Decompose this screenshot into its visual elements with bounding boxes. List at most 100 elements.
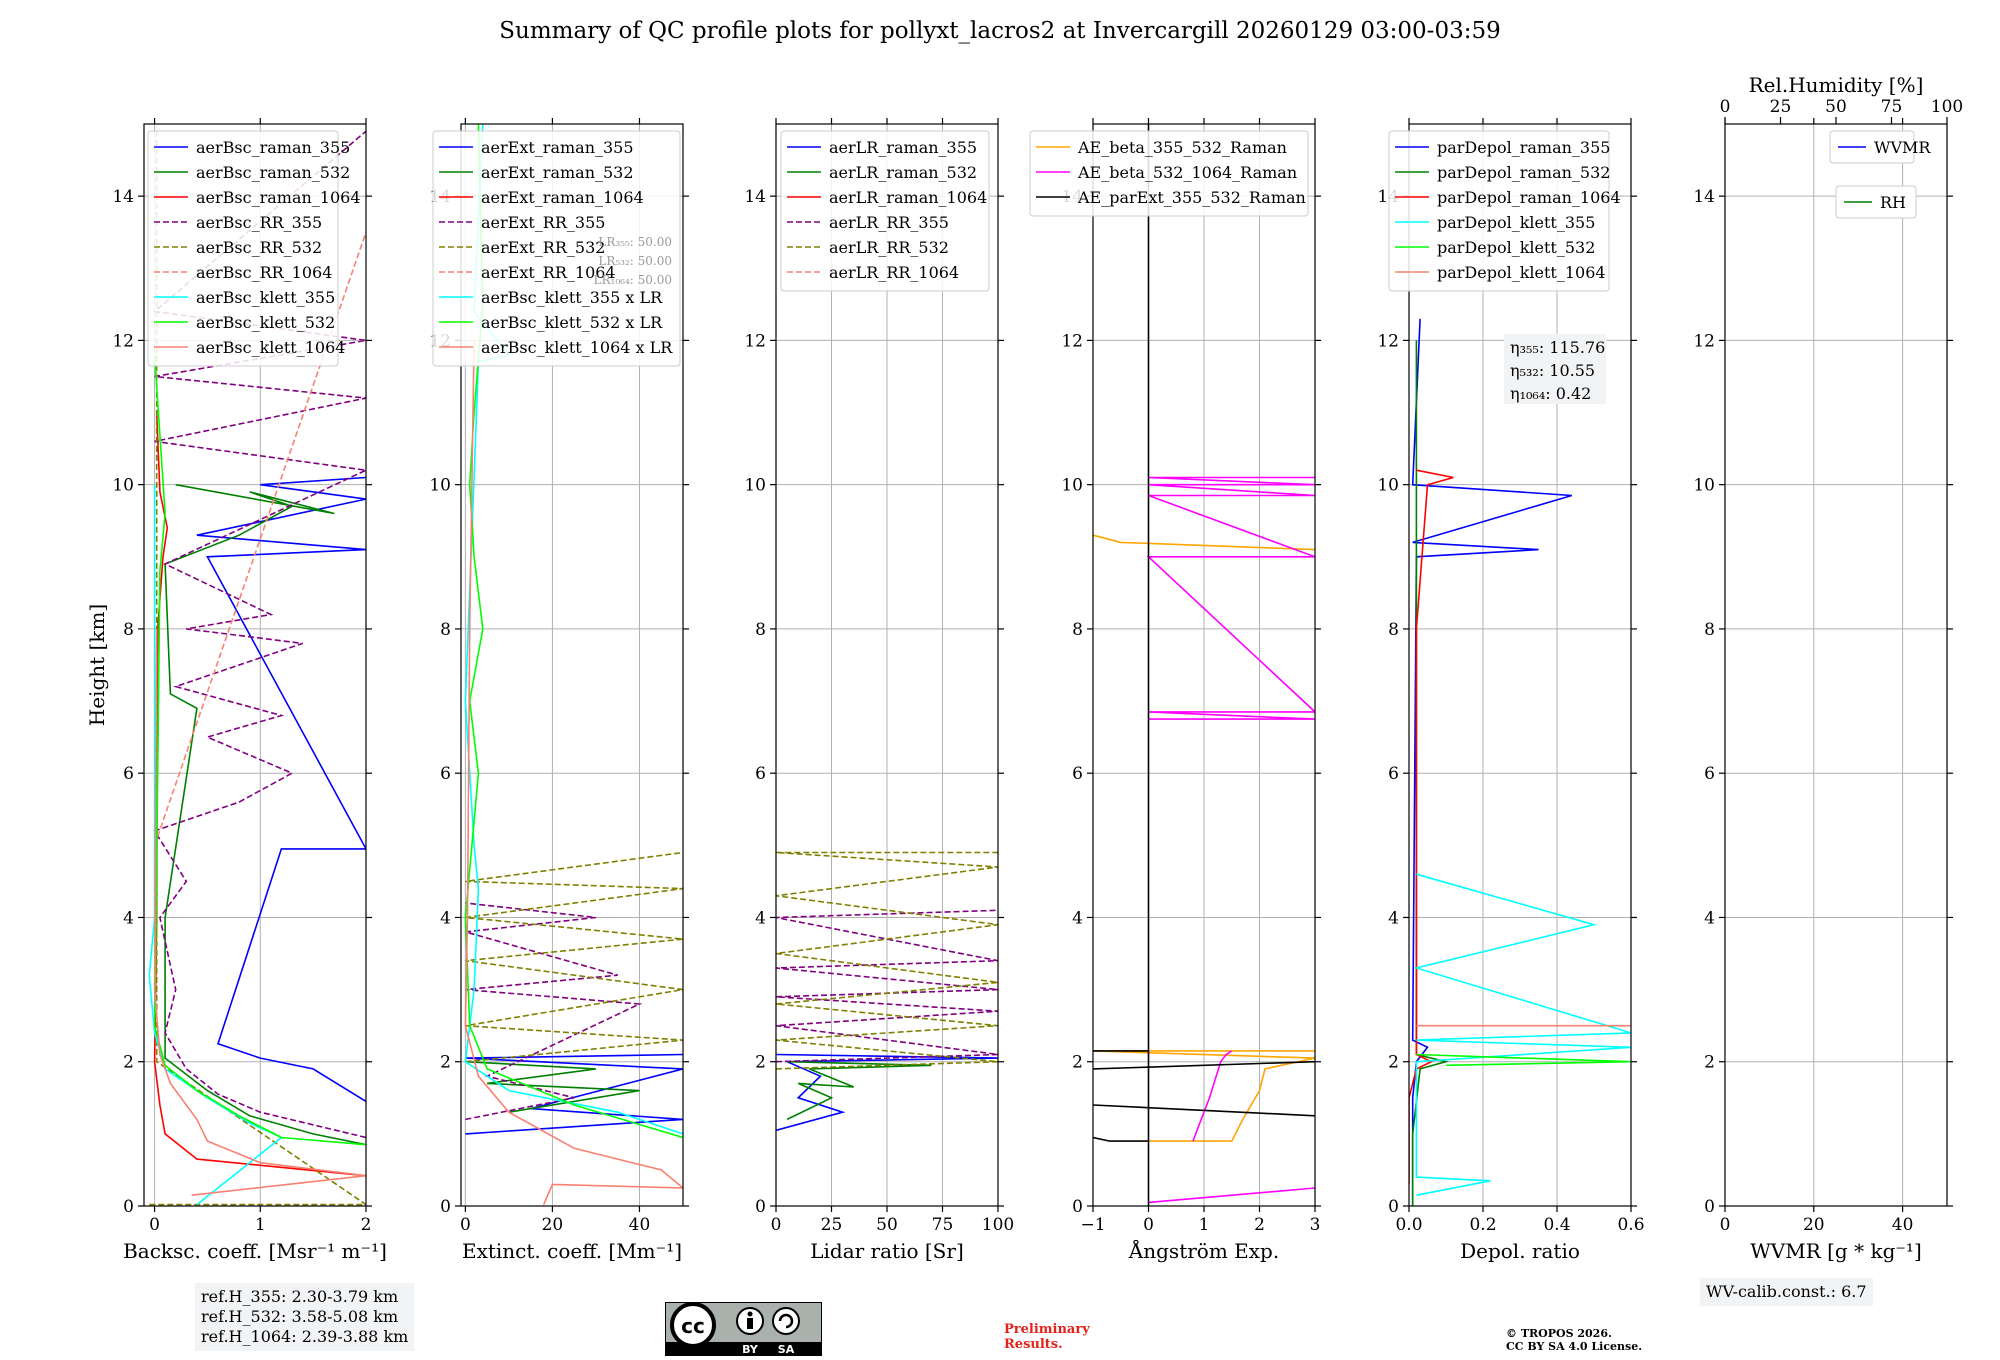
- x-axis-label: Depol. ratio: [1460, 1239, 1580, 1263]
- y-tick-label: 8: [123, 620, 134, 640]
- plot-frame: [460, 123, 684, 1207]
- x-tick-label: 0.0: [1395, 1215, 1422, 1235]
- legend-label: aerBsc_klett_355: [196, 288, 335, 307]
- ref-height-355: ref.H_355: 2.30-3.79 km: [201, 1287, 399, 1306]
- legend-label: aerBsc_RR_532: [196, 238, 322, 257]
- plot-frame: [1408, 123, 1632, 1207]
- series-line-AE_beta_355_532_Raman_b: [1093, 534, 1315, 551]
- preliminary-line-1: Preliminary: [1004, 1322, 1090, 1337]
- series-line-aerLR_RR_532: [776, 851, 998, 1070]
- plot-frame: [143, 123, 367, 1207]
- legend-label: aerBsc_klett_1064 x LR: [481, 338, 673, 357]
- x-tick-label: 0: [1720, 1215, 1731, 1235]
- y-tick-label: 0: [755, 1197, 766, 1217]
- legend: parDepol_raman_355 parDepol_raman_532 parD…: [1388, 130, 1621, 292]
- x-tick-label: 100: [982, 1215, 1014, 1235]
- series-line-parDepol_klett_355: [1413, 873, 1631, 1196]
- x-axis-label: Lidar ratio [Sr]: [810, 1239, 964, 1263]
- y-tick-label: 0: [123, 1197, 134, 1217]
- legend-label: parDepol_klett_1064: [1437, 263, 1606, 282]
- y-tick-label: 2: [1704, 1053, 1715, 1073]
- y-tick-label: 4: [755, 908, 766, 928]
- legend-label: AE_parExt_355_532_Raman: [1077, 188, 1306, 207]
- y-tick-label: 14: [1693, 187, 1715, 207]
- copyright-line-1: © TROPOS 2026.: [1506, 1327, 1612, 1340]
- y-tick-label: 10: [112, 476, 134, 496]
- x-axis-label: WVMR [g * kg⁻¹]: [1750, 1239, 1922, 1263]
- y-tick-label: 6: [440, 764, 451, 784]
- legend-label: aerBsc_raman_355: [196, 138, 350, 157]
- data-layer: [1409, 318, 1631, 1206]
- legend-label: parDepol_klett_355: [1437, 213, 1595, 232]
- y-tick-label: 8: [1388, 620, 1399, 640]
- legend-box: [1835, 185, 1917, 219]
- ref-height-532: ref.H_532: 3.58-5.08 km: [201, 1307, 399, 1326]
- legend-label: aerLR_RR_532: [829, 238, 949, 257]
- legend-label: aerLR_RR_355: [829, 213, 949, 232]
- legend-label: aerBsc_klett_355 x LR: [481, 288, 663, 307]
- y-tick-label: 6: [755, 764, 766, 784]
- data-layer: [776, 851, 998, 1132]
- preliminary-line-2: Results.: [1004, 1337, 1063, 1352]
- legend-box: [1388, 130, 1610, 292]
- x-tick-label: 3: [1310, 1215, 1321, 1235]
- y-tick-label: 10: [744, 476, 766, 496]
- x-tick-label: 0: [1143, 1215, 1154, 1235]
- y-tick-label: 2: [1072, 1053, 1083, 1073]
- top-tick-label: 50: [1825, 97, 1847, 117]
- x-axis-label: Extinct. coeff. [Mm⁻¹]: [462, 1239, 682, 1263]
- y-tick-label: 10: [1693, 476, 1715, 496]
- legend-label: aerExt_RR_355: [481, 213, 605, 232]
- sa-label: SA: [778, 1343, 795, 1356]
- y-tick-label: 14: [112, 187, 134, 207]
- legend-box: [432, 130, 681, 367]
- y-tick-label: 12: [1377, 331, 1399, 351]
- x-tick-label: 25: [821, 1215, 843, 1235]
- legend-box: [1029, 130, 1309, 217]
- top-tick-label: 100: [1931, 97, 1963, 117]
- lr-annotation: LR₅₃₂: 50.00: [598, 254, 672, 268]
- series-line-AE_beta_355_532_Raman: [1093, 1050, 1315, 1142]
- series-line-aerExt_raman_532: [465, 1060, 640, 1113]
- legend-label: parDepol_raman_1064: [1437, 188, 1621, 207]
- y-tick-label: 8: [1072, 620, 1083, 640]
- y-tick-label: 12: [1061, 331, 1083, 351]
- series-line-aerBsc_raman_355: [196, 476, 366, 1103]
- series-line-aerBsc_klett_1064 x LR: [464, 340, 683, 1205]
- legend-label: AE_beta_532_1064_Raman: [1077, 163, 1297, 182]
- y-tick-label: 8: [440, 620, 451, 640]
- legend-label: aerBsc_RR_1064: [196, 263, 332, 282]
- y-tick-label: 2: [1388, 1053, 1399, 1073]
- legend-label: aerBsc_raman_1064: [196, 188, 361, 207]
- legend-label: aerBsc_raman_532: [196, 163, 350, 182]
- y-tick-label: 14: [744, 187, 766, 207]
- y-tick-label: 10: [1061, 476, 1083, 496]
- figure-title: Summary of QC profile plots for pollyxt_…: [499, 18, 1501, 44]
- x-tick-label: 0: [460, 1215, 471, 1235]
- lr-annotation: LR₃₅₅: 50.00: [598, 235, 672, 249]
- y-tick-label: 6: [123, 764, 134, 784]
- series-line-aerLR_raman_355: [776, 1053, 998, 1132]
- copyright-line-2: CC BY SA 4.0 License.: [1506, 1340, 1643, 1353]
- y-axis-label: Height [km]: [85, 604, 109, 726]
- panel-lr: 0 2 4 6 8 10 12 14 0 25 50 75 100 Lidar ratio [Sr] aer…: [744, 118, 1014, 1263]
- series-line-parDepol_klett_532: [1416, 1053, 1631, 1067]
- y-tick-label: 4: [123, 908, 134, 928]
- series-line-AE_beta_532_1064_Raman_c: [1146, 476, 1315, 720]
- y-tick-label: 2: [440, 1053, 451, 1073]
- legend-label: aerExt_RR_1064: [481, 263, 616, 282]
- x-tick-label: 0.4: [1543, 1215, 1570, 1235]
- y-tick-label: 6: [1388, 764, 1399, 784]
- panel-ext: 0246810121402040Extinct. coeff. [Mm⁻¹]ae…: [429, 118, 689, 1263]
- x-tick-label: 1: [255, 1215, 266, 1235]
- y-tick-label: 2: [123, 1053, 134, 1073]
- y-tick-label: 10: [1377, 476, 1399, 496]
- series-line-aerExt_raman_355: [465, 1053, 683, 1135]
- series-line-aerLR_raman_532: [786, 1060, 932, 1121]
- series-line-AE_beta_532_1064_Raman_b: [1192, 1050, 1233, 1142]
- y-tick-label: 0: [1072, 1197, 1083, 1217]
- x-tick-label: 20: [1803, 1215, 1825, 1235]
- legend-label: aerBsc_klett_532 x LR: [481, 313, 663, 332]
- plot-frame: [1724, 123, 1948, 1207]
